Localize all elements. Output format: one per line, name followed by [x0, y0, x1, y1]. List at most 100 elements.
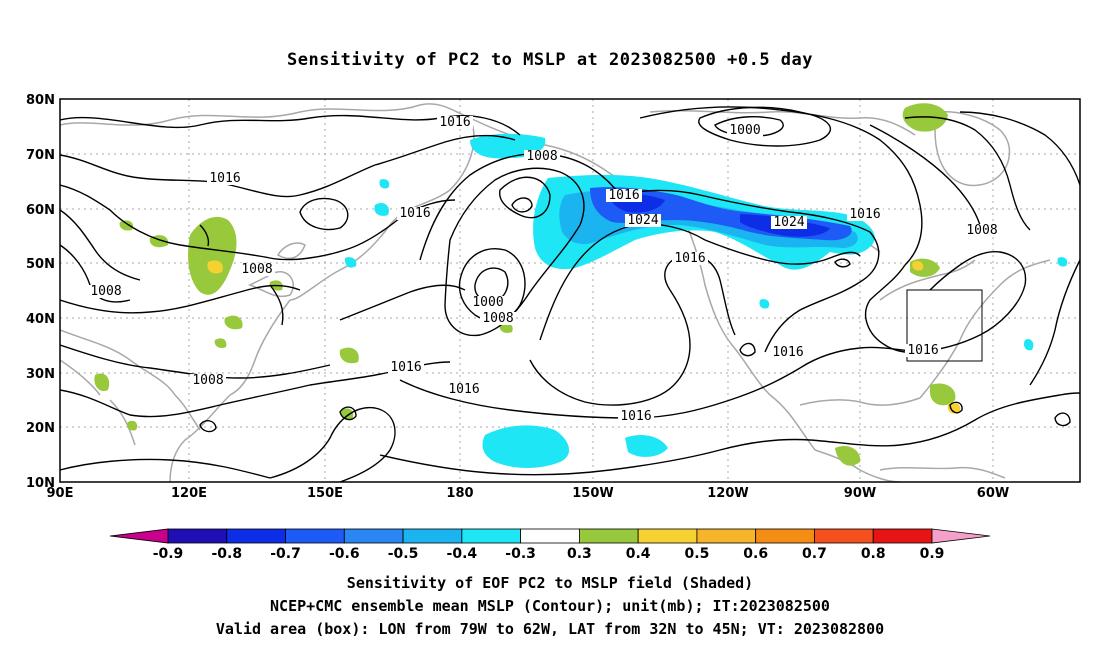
colorbar-tick-label: 0.8	[861, 546, 886, 562]
contour-label: 1016	[620, 409, 651, 424]
contour-label: 1016	[772, 345, 803, 360]
colorbar-tick-label: 0.4	[626, 546, 651, 562]
colorbar-swatch	[520, 528, 580, 544]
colorbar-swatch	[226, 528, 286, 544]
lat-label: 70N	[26, 148, 55, 163]
shade-green-asia	[188, 216, 237, 295]
lon-label: 150W	[572, 486, 613, 501]
footer-line-3: Valid area (box): LON from 79W to 62W, L…	[215, 620, 885, 638]
shade-yellow-asia	[207, 260, 223, 274]
contour-label: 1008	[192, 373, 223, 388]
footer-line-1: Sensitivity of EOF PC2 to MSLP field (Sh…	[346, 574, 754, 592]
contour-label-bg	[524, 150, 560, 163]
colorbar-upper-extension	[931, 528, 991, 544]
colorbar-tick-label: -0.9	[153, 546, 184, 562]
colorbar-tick-label: 0.3	[567, 546, 592, 562]
contour-label: 1024	[627, 213, 658, 228]
lat-label: 50N	[26, 257, 55, 272]
colorbar-tick-label: -0.8	[211, 546, 242, 562]
lat-label: 10N	[26, 476, 55, 491]
lon-label: 150E	[307, 486, 343, 501]
contour-label-bg	[88, 285, 124, 298]
lon-label: 90W	[844, 486, 876, 501]
colorbar-lower-extension	[109, 528, 169, 544]
contour-label: 1016	[448, 382, 479, 397]
lon-label: 120E	[171, 486, 207, 501]
contour-label: 1000	[472, 295, 503, 310]
colorbar-swatch	[343, 528, 404, 544]
lat-label: 40N	[26, 312, 55, 327]
lat-label: 80N	[26, 93, 55, 108]
lat-label: 60N	[26, 203, 55, 218]
colorbar-tick-label: -0.4	[447, 546, 478, 562]
contour-label: 1008	[482, 311, 513, 326]
contour-label: 1008	[241, 262, 272, 277]
contour-label: 1000	[729, 123, 760, 138]
contour-label-bg	[470, 296, 506, 309]
contour-label-bg	[618, 410, 654, 423]
colorbar-tick-label: -0.7	[270, 546, 301, 562]
colorbar-tick-label: 0.6	[743, 546, 768, 562]
colorbar-swatch	[402, 528, 463, 544]
contour-label: 1016	[849, 207, 880, 222]
contour-label-bg	[672, 252, 708, 265]
contour-label: 1016	[209, 171, 240, 186]
contour-label-bg	[625, 214, 661, 227]
footer-line-2: NCEP+CMC ensemble mean MSLP (Contour); u…	[270, 597, 830, 615]
colorbar-tick-label: -0.5	[388, 546, 419, 562]
colorbar-swatch	[814, 528, 874, 544]
colorbar-tick-labels: -0.9 -0.8 -0.7 -0.6 -0.5 -0.4 -0.3 0.3 0.4 0.5 0.6…	[153, 546, 945, 562]
colorbar-swatch	[578, 528, 639, 544]
contour-label: 1016	[907, 343, 938, 358]
colorbar-swatch	[755, 528, 815, 544]
colorbar-tick-label: -0.3	[505, 546, 536, 562]
contour-label: 1008	[90, 284, 121, 299]
plot-title: Sensitivity of PC2 to MSLP at 2023082500…	[286, 50, 813, 70]
colorbar-tick-label: 0.7	[802, 546, 827, 562]
contour-label-bg	[239, 263, 275, 276]
sensitivity-shading	[94, 103, 1068, 468]
contour-label: 1016	[674, 251, 705, 266]
colorbar-swatch	[285, 528, 345, 544]
lat-label: 30N	[26, 367, 55, 382]
contour-label: 1016	[608, 188, 639, 203]
contour-label-bg	[771, 216, 807, 229]
contour-label-bg	[770, 346, 806, 359]
contour-label-bg	[727, 124, 763, 137]
colorbar	[109, 528, 991, 544]
contour-label: 1008	[966, 223, 997, 238]
lat-label: 20N	[26, 421, 55, 436]
contour-label-bg	[480, 312, 516, 325]
latitude-labels: 80N 70N 60N 50N 40N 30N 20N 10N	[26, 93, 55, 491]
contour-labels: 1016100810001016102410241016100810161008…	[88, 115, 1000, 424]
colorbar-swatch	[461, 528, 522, 544]
lon-label: 120W	[707, 486, 748, 501]
longitude-labels: 90E 120E 150E 180 150W 120W 90W 60W	[47, 486, 1010, 501]
valid-area-box	[906, 289, 983, 362]
contour-label: 1016	[439, 115, 470, 130]
contour-label: 1024	[773, 215, 804, 230]
contour-label: 1016	[399, 206, 430, 221]
lon-label: 60W	[977, 486, 1009, 501]
contour-label-bg	[847, 208, 883, 221]
coastlines	[60, 103, 1051, 482]
contour-label-bg	[446, 383, 482, 396]
lon-label: 90E	[47, 486, 74, 501]
contour-label-bg	[964, 224, 1000, 237]
contour-label-bg	[437, 116, 473, 129]
colorbar-tick-label: 0.9	[920, 546, 945, 562]
colorbar-tick-label: 0.5	[685, 546, 710, 562]
shade-cyan-tropics	[482, 425, 668, 468]
colorbar-tick-label: -0.6	[329, 546, 360, 562]
colorbar-swatch	[696, 528, 757, 544]
contour-label-bg	[397, 207, 433, 220]
mslp-contours	[60, 106, 1080, 482]
contour-label: 1008	[526, 149, 557, 164]
contour-label-bg	[190, 374, 226, 387]
map-frame	[59, 98, 1081, 483]
colorbar-swatch	[872, 528, 933, 544]
contour-label-bg	[388, 361, 424, 374]
contour-label: 1016	[390, 360, 421, 375]
colorbar-swatch	[637, 528, 698, 544]
contour-label-bg	[905, 344, 941, 357]
